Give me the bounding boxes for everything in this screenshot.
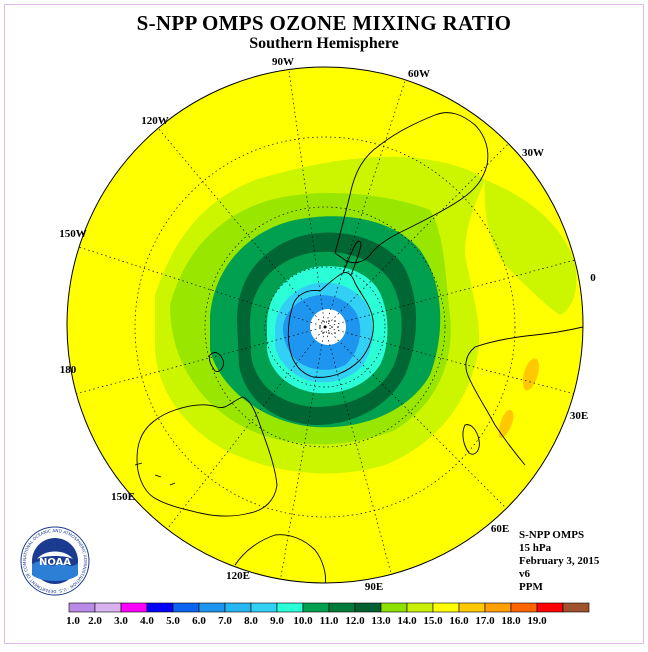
meridian-label: 60E bbox=[491, 523, 509, 535]
colorbar-swatch bbox=[302, 602, 330, 613]
coast-south-america bbox=[334, 112, 489, 264]
colorbar-swatch bbox=[224, 602, 252, 613]
colorbar-tick-label: 11.0 bbox=[320, 615, 339, 627]
colorbar-swatch bbox=[250, 602, 278, 613]
coast-islands bbox=[134, 462, 176, 486]
latitude-circle bbox=[264, 266, 386, 388]
coast-australia bbox=[136, 396, 278, 517]
info-instrument: S-NPP OMPS bbox=[519, 529, 585, 541]
colorbar-tick-label: 14.0 bbox=[397, 615, 417, 627]
colorbar-swatch bbox=[146, 602, 174, 613]
colorbar-tick-label: 9.0 bbox=[270, 615, 284, 627]
colorbar-tick-label: 19.0 bbox=[527, 615, 547, 627]
info-block: S-NPP OMPS 15 hPa February 3, 2015 v6 PP… bbox=[519, 529, 599, 594]
colorbar-swatch bbox=[172, 602, 200, 613]
colorbar-swatch bbox=[276, 602, 304, 613]
colorbar-swatch bbox=[510, 602, 538, 613]
meridian-label: 0 bbox=[590, 272, 596, 284]
colorbar-swatch bbox=[94, 602, 122, 613]
colorbar-tick-label: 10.0 bbox=[293, 615, 313, 627]
page-subtitle: Southern Hemisphere bbox=[249, 35, 399, 52]
meridian-label: 90W bbox=[272, 56, 294, 68]
info-pressure: 15 hPa bbox=[519, 542, 552, 554]
info-date: February 3, 2015 bbox=[519, 555, 600, 567]
latitude-circle bbox=[134, 136, 516, 518]
meridian-labels: 90W 60W 30W 0 30E 60E 90E 120E 150E 180 150W 120W bbox=[59, 56, 596, 593]
meridian-label: 30E bbox=[570, 410, 588, 422]
colorbar-tick-label: 7.0 bbox=[218, 615, 232, 627]
ozone-field bbox=[67, 67, 583, 583]
coast-africa bbox=[465, 326, 583, 466]
meridian-label: 60W bbox=[408, 68, 430, 80]
colorbar: 1.0 2.0 3.0 4.0 5.0 6.0 7.0 8.0 9.0 10.0 11.0 12.0 1… bbox=[66, 602, 590, 627]
noaa-logo: NATIONAL OCEANIC AND ATMOSPHERIC ADMINIS… bbox=[19, 525, 90, 596]
colorbar-tick-label: 2.0 bbox=[88, 615, 102, 627]
meridian-label: 120E bbox=[226, 570, 250, 582]
colorbar-swatch bbox=[354, 602, 382, 613]
meridian-label: 120W bbox=[141, 115, 169, 127]
colorbar-tick-label: 17.0 bbox=[475, 615, 495, 627]
meridian-label: 150W bbox=[59, 228, 87, 240]
colorbar-tick-label: 1.0 bbox=[66, 615, 80, 627]
colorbar-tick-label: 16.0 bbox=[449, 615, 469, 627]
graticule bbox=[75, 71, 575, 582]
info-version: v6 bbox=[519, 568, 530, 580]
latitude-circle bbox=[204, 206, 446, 448]
colorbar-swatch bbox=[432, 602, 460, 613]
colorbar-tick-label: 4.0 bbox=[140, 615, 154, 627]
colorbar-swatch bbox=[380, 602, 408, 613]
colorbar-tick-label: 8.0 bbox=[244, 615, 258, 627]
colorbar-tick-label: 3.0 bbox=[114, 615, 128, 627]
colorbar-tick-label: 13.0 bbox=[371, 615, 391, 627]
colorbar-tick-label: 6.0 bbox=[192, 615, 206, 627]
map-border bbox=[66, 66, 584, 584]
colorbar-swatch bbox=[328, 602, 356, 613]
colorbar-swatch bbox=[458, 602, 486, 613]
meridian-label: 90E bbox=[365, 581, 383, 593]
colorbar-swatch bbox=[198, 602, 226, 613]
pole-no-data bbox=[310, 309, 346, 345]
ozone-patch-orange bbox=[498, 409, 514, 438]
meridian-label: 150E bbox=[111, 491, 135, 503]
svg-text:NOAA: NOAA bbox=[39, 557, 71, 568]
info-units: PPM bbox=[519, 581, 543, 593]
colorbar-tick-label: 5.0 bbox=[166, 615, 180, 627]
colorbar-swatch bbox=[406, 602, 434, 613]
map-frame: S-NPP OMPS OZONE MIXING RATIO Southern H… bbox=[4, 4, 644, 644]
ozone-patch-orange bbox=[522, 358, 539, 391]
polar-map: 90W 60W 30W 0 30E 60E 90E 120E 150E 180 150W 120W bbox=[59, 56, 596, 593]
colorbar-swatch bbox=[562, 602, 590, 613]
colorbar-tick-label: 18.0 bbox=[501, 615, 521, 627]
coast-antarctic-peninsula bbox=[342, 240, 362, 276]
coast-new-zealand bbox=[208, 352, 224, 372]
meridian-label: 180 bbox=[60, 364, 77, 376]
colorbar-swatch bbox=[536, 602, 564, 613]
coast-madagascar bbox=[462, 424, 480, 455]
colorbar-tick-label: 15.0 bbox=[423, 615, 443, 627]
meridian-label: 30W bbox=[522, 147, 544, 159]
coastlines bbox=[134, 112, 583, 583]
colorbar-swatch bbox=[68, 602, 96, 613]
colorbar-swatch bbox=[120, 602, 148, 613]
coast-antarctica bbox=[287, 272, 374, 378]
colorbar-tick-label: 12.0 bbox=[345, 615, 365, 627]
colorbar-swatch bbox=[484, 602, 512, 613]
ozone-band-12-east bbox=[484, 180, 577, 315]
page-title: S-NPP OMPS OZONE MIXING RATIO bbox=[136, 11, 512, 35]
coast-se-asia bbox=[234, 534, 326, 583]
